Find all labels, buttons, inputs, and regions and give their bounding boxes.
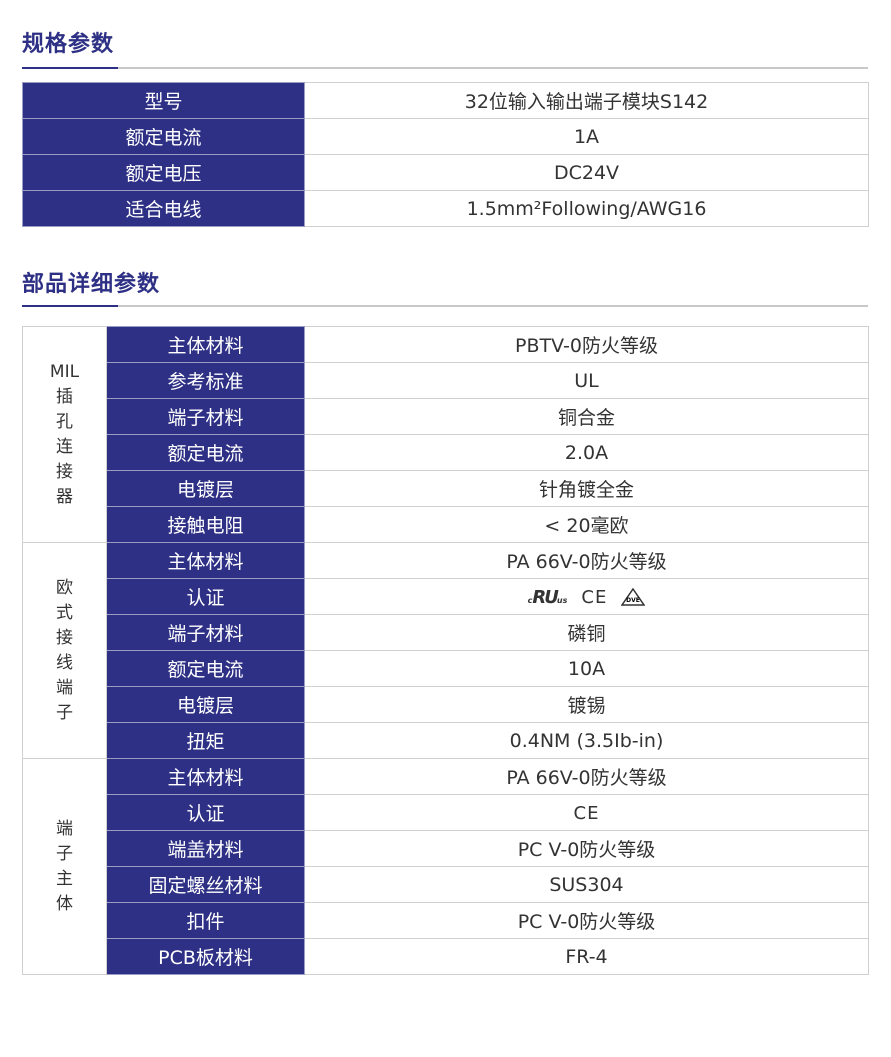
parts-label: 电镀层 (106, 470, 305, 507)
parts-row: PCB板材料 FR-4 (23, 938, 869, 975)
spec-value: 1.5mm²Following/AWG16 (304, 190, 869, 227)
spec-row: 适合电线 1.5mm²Following/AWG16 (22, 190, 869, 227)
parts-label: 额定电流 (106, 434, 305, 471)
parts-label: 主体材料 (106, 758, 305, 795)
ce-icon: CE (581, 586, 608, 608)
parts-value: PC V-0防火等级 (304, 830, 869, 867)
parts-label: 认证 (106, 578, 305, 615)
parts-label: 端盖材料 (106, 830, 305, 867)
ce-icon: CE (573, 802, 600, 824)
parts-label: 额定电流 (106, 650, 305, 687)
spec-label: 额定电压 (22, 154, 305, 191)
parts-value: SUS304 (304, 866, 869, 903)
parts-label: 主体材料 (106, 326, 305, 363)
parts-value: < 20毫欧 (304, 506, 869, 543)
parts-label: 端子材料 (106, 398, 305, 435)
certification-value: cRUus CE DVE (304, 578, 869, 615)
spec-value: 1A (304, 118, 869, 155)
parts-value: UL (304, 362, 869, 399)
parts-row: 电镀层 镀锡 (23, 686, 869, 723)
parts-divider (22, 305, 868, 307)
parts-table: MIL 插 孔 连 接 器主体材料 PBTV-0防火等级 参考标准 UL 端子材料 铜合金… (22, 326, 869, 975)
parts-row: MIL 插 孔 连 接 器主体材料 PBTV-0防火等级 (22, 326, 869, 543)
parts-row: 端 子 主 体主体材料 PA 66V-0防火等级 (22, 758, 869, 975)
cul-us-icon: cRUus (527, 586, 568, 608)
parts-label: PCB板材料 (106, 938, 305, 975)
group-label: 欧 式 接 线 端 子 (22, 542, 107, 759)
parts-label: 固定螺丝材料 (106, 866, 305, 903)
svg-text:DVE: DVE (626, 597, 640, 604)
parts-value: PBTV-0防火等级 (304, 326, 869, 363)
parts-row: 认证 cRUus CE DVE (23, 578, 869, 615)
spec-table: 型号 32位输入输出端子模块S142 额定电流 1A 额定电压 DC24V 适合电线 1.5m… (22, 82, 869, 227)
parts-label: 电镀层 (106, 686, 305, 723)
parts-value: 镀锡 (304, 686, 869, 723)
certification-value: CE (304, 794, 869, 831)
parts-label: 接触电阻 (106, 506, 305, 543)
parts-value: 10A (304, 650, 869, 687)
parts-label: 扭矩 (106, 722, 305, 759)
parts-value: FR-4 (304, 938, 869, 975)
parts-row: 额定电流 10A (23, 650, 869, 687)
spec-label: 型号 (22, 82, 305, 119)
spec-value: 32位输入输出端子模块S142 (304, 82, 869, 119)
spec-label: 适合电线 (22, 190, 305, 227)
parts-row: 电镀层 针角镀全金 (23, 470, 869, 507)
parts-row: 扣件 PC V-0防火等级 (23, 902, 869, 939)
parts-label: 主体材料 (106, 542, 305, 579)
parts-value: 2.0A (304, 434, 869, 471)
parts-row: 端子材料 磷铜 (23, 614, 869, 651)
parts-label: 认证 (106, 794, 305, 831)
parts-value: PA 66V-0防火等级 (304, 758, 869, 795)
spec-divider (22, 67, 868, 69)
spec-row: 型号 32位输入输出端子模块S142 (22, 82, 869, 119)
parts-row: 认证 CE (23, 794, 869, 831)
spec-value: DC24V (304, 154, 869, 191)
parts-row: 固定螺丝材料 SUS304 (23, 866, 869, 903)
parts-value: 0.4NM (3.5Ib-in) (304, 722, 869, 759)
parts-label: 参考标准 (106, 362, 305, 399)
parts-value: PC V-0防火等级 (304, 902, 869, 939)
parts-row: 欧 式 接 线 端 子主体材料 PA 66V-0防火等级 (22, 542, 869, 759)
parts-row: 接触电阻 < 20毫欧 (23, 506, 869, 543)
spec-row: 额定电流 1A (22, 118, 869, 155)
parts-row: 额定电流 2.0A (23, 434, 869, 471)
group-label: MIL 插 孔 连 接 器 (22, 326, 107, 543)
parts-row: 端子材料 铜合金 (23, 398, 869, 435)
parts-title: 部品详细参数 (22, 272, 161, 297)
parts-row: 扭矩 0.4NM (3.5Ib-in) (23, 722, 869, 759)
parts-label: 端子材料 (106, 614, 305, 651)
spec-row: 额定电压 DC24V (22, 154, 869, 191)
spec-label: 额定电流 (22, 118, 305, 155)
parts-row: 端盖材料 PC V-0防火等级 (23, 830, 869, 867)
parts-label: 扣件 (106, 902, 305, 939)
parts-value: 磷铜 (304, 614, 869, 651)
vde-icon: DVE (621, 588, 646, 606)
parts-row: 参考标准 UL (23, 362, 869, 399)
parts-value: 针角镀全金 (304, 470, 869, 507)
parts-value: PA 66V-0防火等级 (304, 542, 869, 579)
spec-title: 规格参数 (22, 32, 115, 57)
parts-value: 铜合金 (304, 398, 869, 435)
group-label: 端 子 主 体 (22, 758, 107, 975)
